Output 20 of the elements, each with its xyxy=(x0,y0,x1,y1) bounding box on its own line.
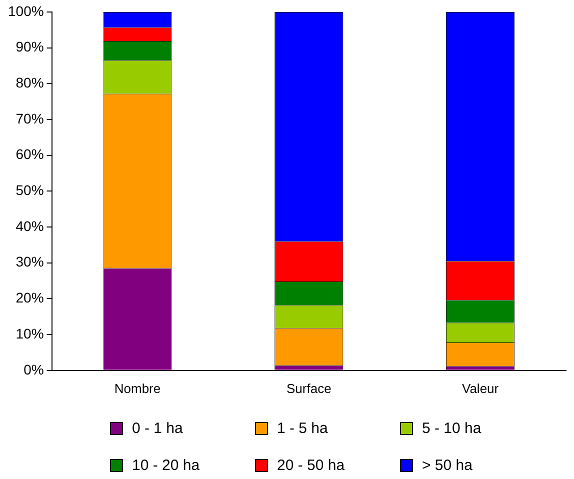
y-tick-label: 40% xyxy=(16,218,44,234)
y-tick-label: 50% xyxy=(16,182,44,198)
x-tick-label: Nombre xyxy=(114,380,161,396)
legend-label: 1 - 5 ha xyxy=(277,420,328,437)
legend-label: 0 - 1 ha xyxy=(132,420,183,437)
y-tick-label: 70% xyxy=(16,110,44,126)
x-tick-label: Valeur xyxy=(462,380,500,396)
y-tick-label: 100% xyxy=(8,2,44,19)
y-tick-label: 10% xyxy=(16,325,44,342)
y-tick-label: 80% xyxy=(16,74,44,91)
legend-label: 10 - 20 ha xyxy=(132,457,200,474)
legend-label: 20 - 50 ha xyxy=(277,457,345,474)
legend-label: 5 - 10 ha xyxy=(422,420,482,437)
legend-label: > 50 ha xyxy=(422,457,472,474)
y-tick-label: 60% xyxy=(16,146,44,162)
y-tick-label: 20% xyxy=(16,290,44,306)
y-tick-label: 0% xyxy=(24,361,44,378)
y-tick-label: 90% xyxy=(16,38,44,55)
x-tick-label: Surface xyxy=(286,380,332,396)
y-tick-label: 30% xyxy=(16,254,44,270)
